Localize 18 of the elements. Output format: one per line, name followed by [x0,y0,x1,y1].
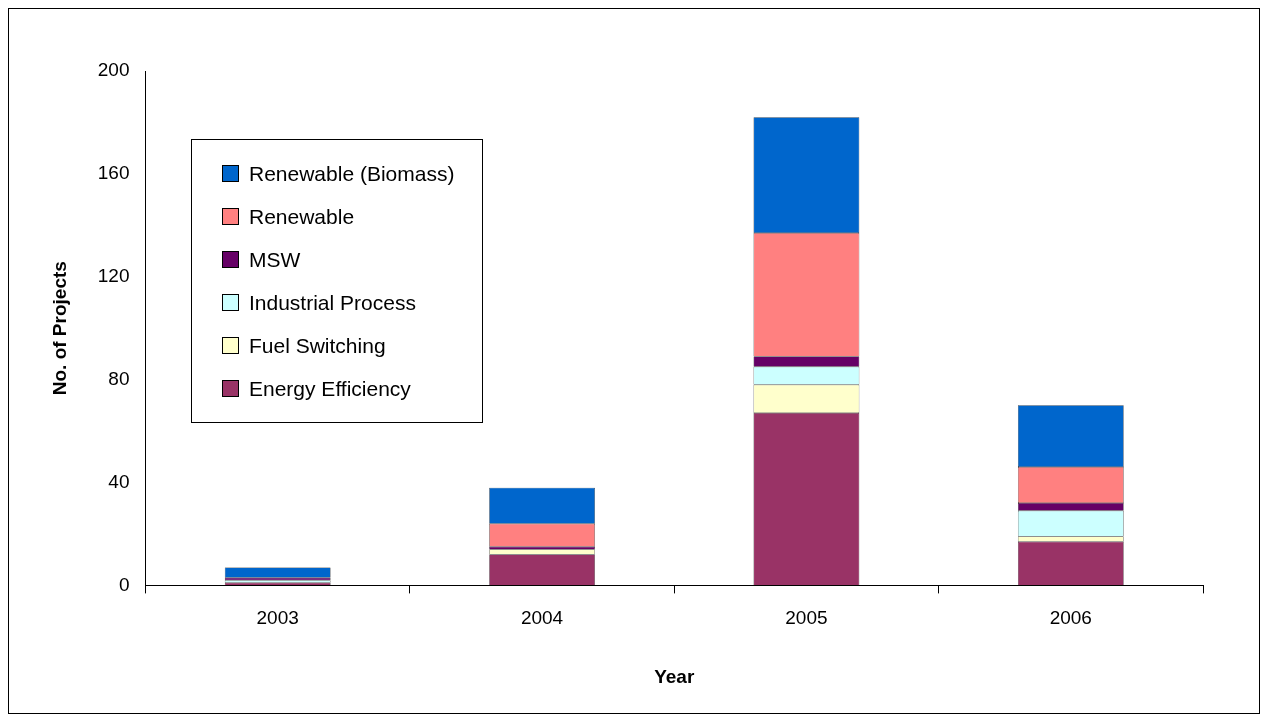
y-tick-label: 0 [118,573,130,595]
legend-label: MSW [249,247,301,272]
y-tick-label: 80 [108,367,130,389]
y-tick-label: 120 [97,264,130,286]
y-tick-label: 40 [108,470,130,492]
x-tick-label: 2006 [1049,607,1092,629]
legend-label: Energy Efficiency [249,376,411,401]
legend-label: Renewable [249,204,355,229]
legend-label: Fuel Switching [249,333,386,358]
y-axis-title: No. of Projects [48,261,70,396]
x-tick-label: 2004 [520,607,564,629]
legend-label: Renewable (Biomass) [249,161,455,186]
x-axis-title: Year [654,665,695,687]
legend-label: Industrial Process [249,290,416,315]
y-tick-label: 200 [97,59,130,81]
y-tick-label: 160 [97,162,130,184]
x-tick-label: 2003 [256,607,299,629]
x-tick-label: 2005 [785,607,828,629]
